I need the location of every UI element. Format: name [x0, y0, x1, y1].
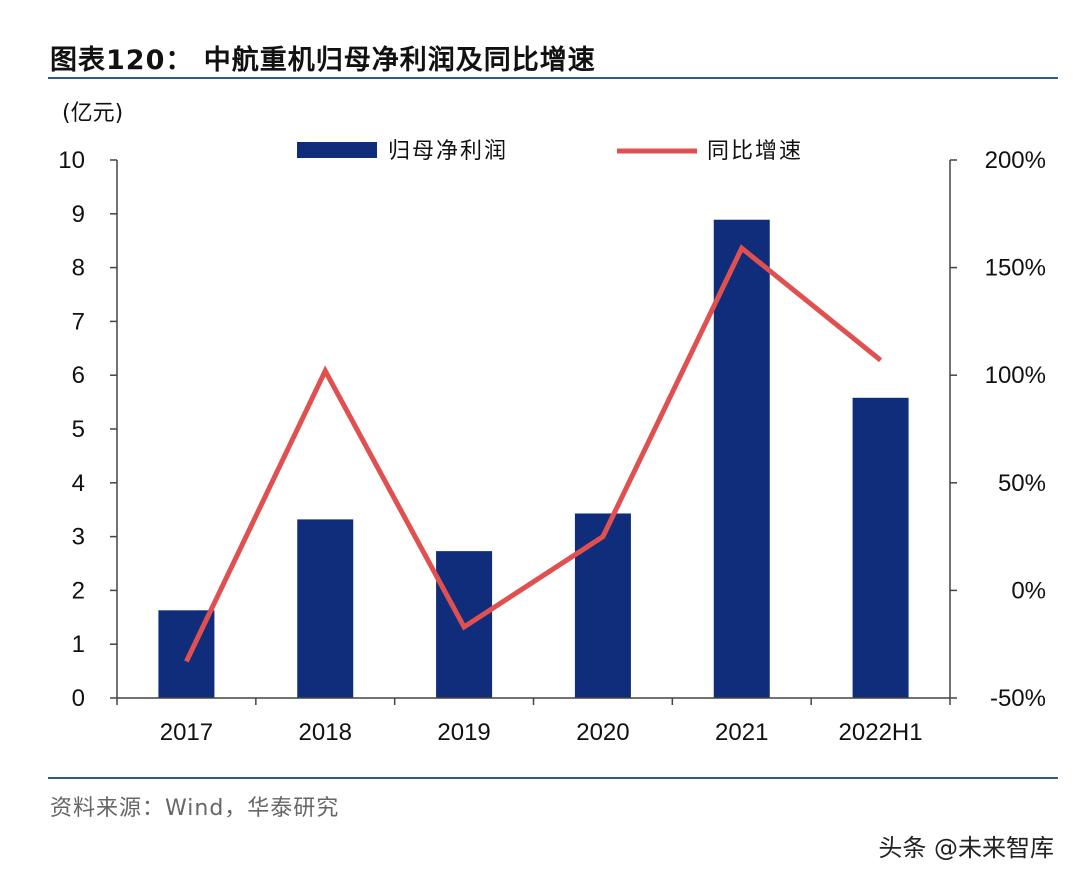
legend-bar-swatch: [297, 142, 377, 158]
x-tick-label: 2019: [437, 719, 490, 746]
bar-2020: [574, 513, 631, 698]
growth-line: [184, 244, 883, 663]
left-tick-label: 4: [72, 470, 85, 497]
bar-2022H1: [852, 397, 909, 698]
legend: 归母净利润 同比增速: [297, 139, 803, 164]
left-tick-label: 6: [72, 362, 85, 389]
legend-bar-label: 归母净利润: [388, 139, 508, 164]
source-note: 资料来源：Wind，华泰研究: [50, 796, 340, 821]
title-divider: [48, 77, 1058, 79]
x-tick-label: 2017: [160, 719, 213, 746]
bar-series: [158, 219, 909, 698]
footer-divider: [48, 777, 1058, 779]
x-tick-label: 2018: [299, 719, 352, 746]
x-tick-label: 2022H1: [839, 719, 923, 746]
left-tick-label: 2: [72, 577, 85, 604]
left-tick-label: 9: [72, 201, 85, 228]
left-tick-label: 1: [72, 631, 85, 658]
watermark: 头条 @未来智库: [878, 834, 1054, 862]
legend-line-label: 同比增速: [707, 139, 803, 164]
left-tick-label: 5: [72, 416, 85, 443]
right-tick-label: 150%: [985, 255, 1046, 282]
x-tick-label: 2021: [715, 719, 768, 746]
right-tick-label: 200%: [985, 147, 1046, 174]
left-tick-label: 3: [72, 524, 85, 551]
left-tick-label: 0: [72, 685, 85, 712]
left-tick-label: 8: [72, 255, 85, 282]
axes: [116, 160, 951, 699]
bar-2021: [713, 219, 770, 698]
right-tick-label: 50%: [998, 470, 1046, 497]
chart-title: 图表120： 中航重机归母净利润及同比增速: [50, 45, 596, 76]
right-tick-label: -50%: [990, 685, 1046, 712]
left-tick-label: 7: [72, 308, 85, 335]
y-axis-unit: (亿元): [62, 101, 123, 126]
bar-2018: [297, 519, 354, 698]
right-tick-label: 100%: [985, 362, 1046, 389]
x-tick-label: 2020: [576, 719, 629, 746]
right-tick-label: 0%: [1011, 577, 1046, 604]
line-series: [184, 244, 883, 663]
left-tick-label: 10: [58, 147, 85, 174]
